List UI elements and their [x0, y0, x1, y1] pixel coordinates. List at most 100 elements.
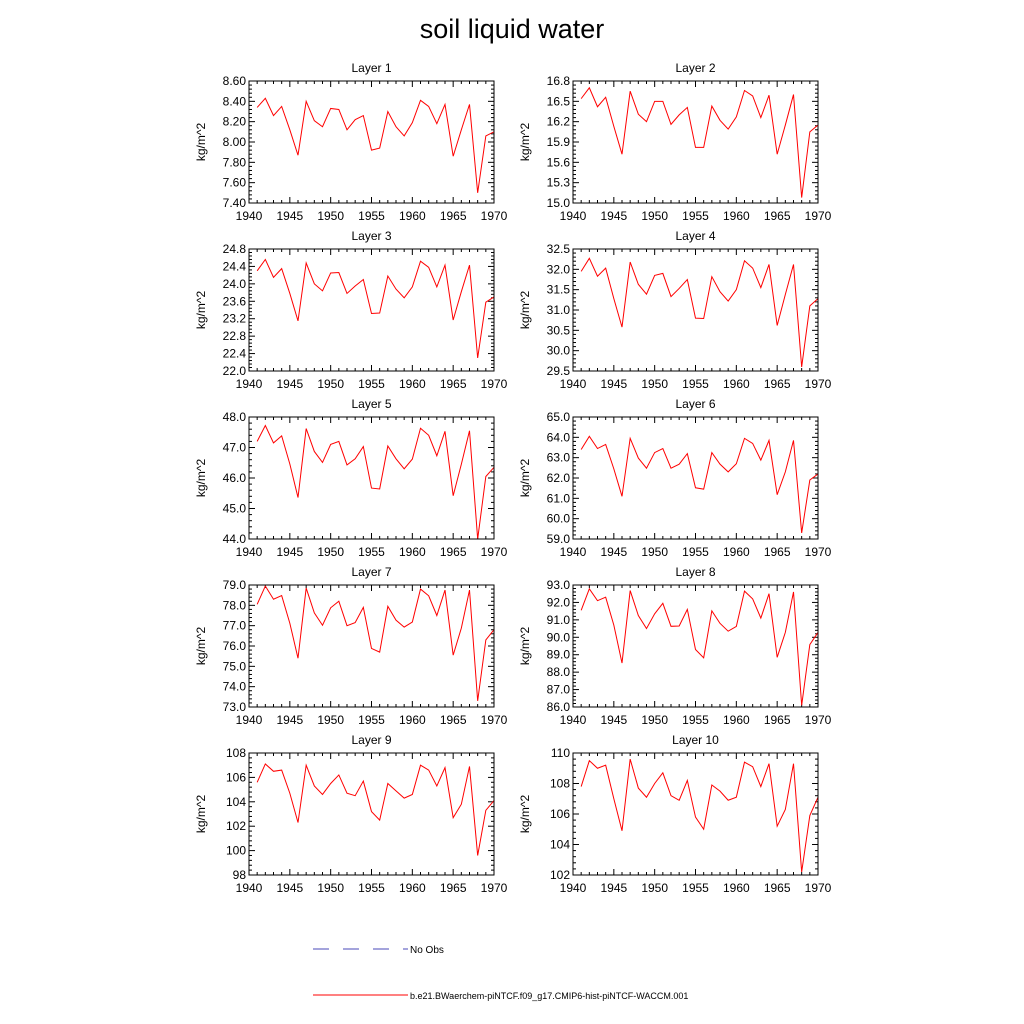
panel-title: Layer 2 [675, 61, 715, 75]
y-axis-label: kg/m^2 [518, 291, 532, 330]
y-tick-label: 32.5 [547, 242, 571, 256]
y-tick-label: 8.60 [223, 74, 247, 88]
y-tick-label: 110 [551, 746, 570, 760]
y-tick-label: 79.0 [223, 578, 247, 592]
y-tick-label: 62.0 [547, 471, 571, 485]
series-line [580, 758, 819, 873]
y-tick-label: 108 [550, 777, 570, 791]
x-tick-label: 1950 [317, 545, 344, 559]
x-tick-label: 1940 [236, 377, 263, 391]
series-line [256, 97, 495, 193]
y-tick-label: 23.2 [223, 312, 247, 326]
y-tick-label: 31.5 [547, 283, 571, 297]
y-tick-label: 7.80 [223, 155, 247, 169]
x-tick-label: 1965 [764, 209, 791, 223]
plot-frame [572, 80, 819, 204]
x-tick-label: 1945 [276, 377, 303, 391]
x-tick-label: 1940 [236, 545, 263, 559]
x-tick-label: 1950 [317, 881, 344, 895]
x-tick-label: 1940 [560, 209, 587, 223]
x-tick-label: 1940 [560, 713, 587, 727]
x-tick-label: 1960 [399, 377, 426, 391]
y-tick-label: 15.3 [547, 176, 571, 190]
y-tick-label: 98 [233, 868, 247, 882]
y-tick-label: 24.4 [223, 259, 247, 273]
x-tick-label: 1965 [764, 713, 791, 727]
x-tick-label: 1955 [358, 545, 385, 559]
y-tick-label: 102 [226, 819, 246, 833]
y-tick-label: 100 [226, 844, 246, 858]
x-tick-label: 1970 [481, 545, 508, 559]
series-line [256, 584, 495, 701]
y-tick-label: 78.0 [223, 598, 247, 612]
y-axis-label: kg/m^2 [518, 123, 532, 162]
y-tick-label: 16.5 [547, 94, 571, 108]
layer-panel-9: Layer 9 kg/m^2 1940 1945 1950 1955 1960 1965 197… [194, 733, 508, 895]
y-tick-label: 30.0 [547, 344, 571, 358]
y-tick-label: 7.60 [223, 176, 247, 190]
x-tick-label: 1965 [440, 881, 467, 895]
plot-frame [248, 80, 495, 204]
layer-panel-7: Layer 7 kg/m^2 1940 1945 1950 1955 1960 1965 197… [194, 565, 508, 727]
series-line [580, 587, 819, 706]
y-axis-label: kg/m^2 [194, 627, 208, 666]
y-tick-label: 47.0 [223, 441, 247, 455]
x-tick-label: 1970 [481, 713, 508, 727]
plot-frame [572, 584, 819, 708]
y-tick-label: 32.0 [547, 262, 571, 276]
x-tick-label: 1960 [723, 881, 750, 895]
x-tick-label: 1965 [764, 545, 791, 559]
plot-frame [248, 752, 495, 876]
x-tick-label: 1960 [399, 713, 426, 727]
x-tick-label: 1955 [682, 713, 709, 727]
x-tick-label: 1940 [560, 545, 587, 559]
x-tick-label: 1960 [399, 545, 426, 559]
x-tick-label: 1950 [641, 545, 668, 559]
x-tick-label: 1965 [764, 881, 791, 895]
y-tick-label: 30.5 [547, 323, 571, 337]
x-tick-label: 1960 [723, 545, 750, 559]
y-axis-label: kg/m^2 [194, 291, 208, 330]
y-tick-label: 22.8 [223, 329, 247, 343]
x-tick-label: 1955 [682, 209, 709, 223]
x-tick-label: 1955 [682, 545, 709, 559]
x-tick-label: 1950 [641, 377, 668, 391]
y-tick-label: 7.40 [223, 196, 247, 210]
x-tick-label: 1940 [560, 881, 587, 895]
layer-panel-8: Layer 8 kg/m^2 1940 1945 1950 1955 1960 1965 197… [518, 565, 832, 727]
y-tick-label: 24.8 [223, 242, 247, 256]
panel-title: Layer 4 [675, 229, 715, 243]
x-tick-label: 1960 [723, 377, 750, 391]
x-tick-label: 1945 [600, 881, 627, 895]
x-tick-label: 1945 [276, 209, 303, 223]
layer-panel-3: Layer 3 kg/m^2 1940 1945 1950 1955 1960 1965 197… [194, 229, 508, 391]
layer-panel-4: Layer 4 kg/m^2 1940 1945 1950 1955 1960 1965 197… [518, 229, 832, 391]
x-tick-label: 1950 [317, 209, 344, 223]
series-line [256, 258, 495, 359]
panel-title: Layer 1 [351, 61, 391, 75]
x-tick-label: 1945 [600, 545, 627, 559]
y-tick-label: 63.0 [547, 451, 571, 465]
plot-frame [572, 416, 819, 540]
x-tick-label: 1940 [560, 377, 587, 391]
y-tick-label: 92.0 [547, 595, 571, 609]
y-tick-label: 15.9 [547, 135, 571, 149]
y-tick-label: 89.0 [547, 648, 571, 662]
y-tick-label: 104 [550, 838, 570, 852]
x-tick-label: 1970 [805, 545, 832, 559]
series-line [256, 763, 495, 856]
layer-panel-6: Layer 6 kg/m^2 1940 1945 1950 1955 1960 1965 197… [518, 397, 832, 559]
y-tick-label: 106 [226, 770, 246, 784]
panel-title: Layer 8 [675, 565, 715, 579]
y-tick-label: 22.0 [223, 364, 247, 378]
series-line [580, 257, 819, 367]
x-tick-label: 1955 [358, 209, 385, 223]
x-tick-label: 1960 [723, 713, 750, 727]
y-tick-label: 74.0 [223, 680, 247, 694]
y-tick-label: 23.6 [223, 294, 247, 308]
x-tick-label: 1965 [440, 209, 467, 223]
y-tick-label: 8.20 [223, 115, 247, 129]
x-tick-label: 1960 [399, 209, 426, 223]
y-tick-label: 8.00 [223, 135, 247, 149]
y-tick-label: 75.0 [223, 659, 247, 673]
